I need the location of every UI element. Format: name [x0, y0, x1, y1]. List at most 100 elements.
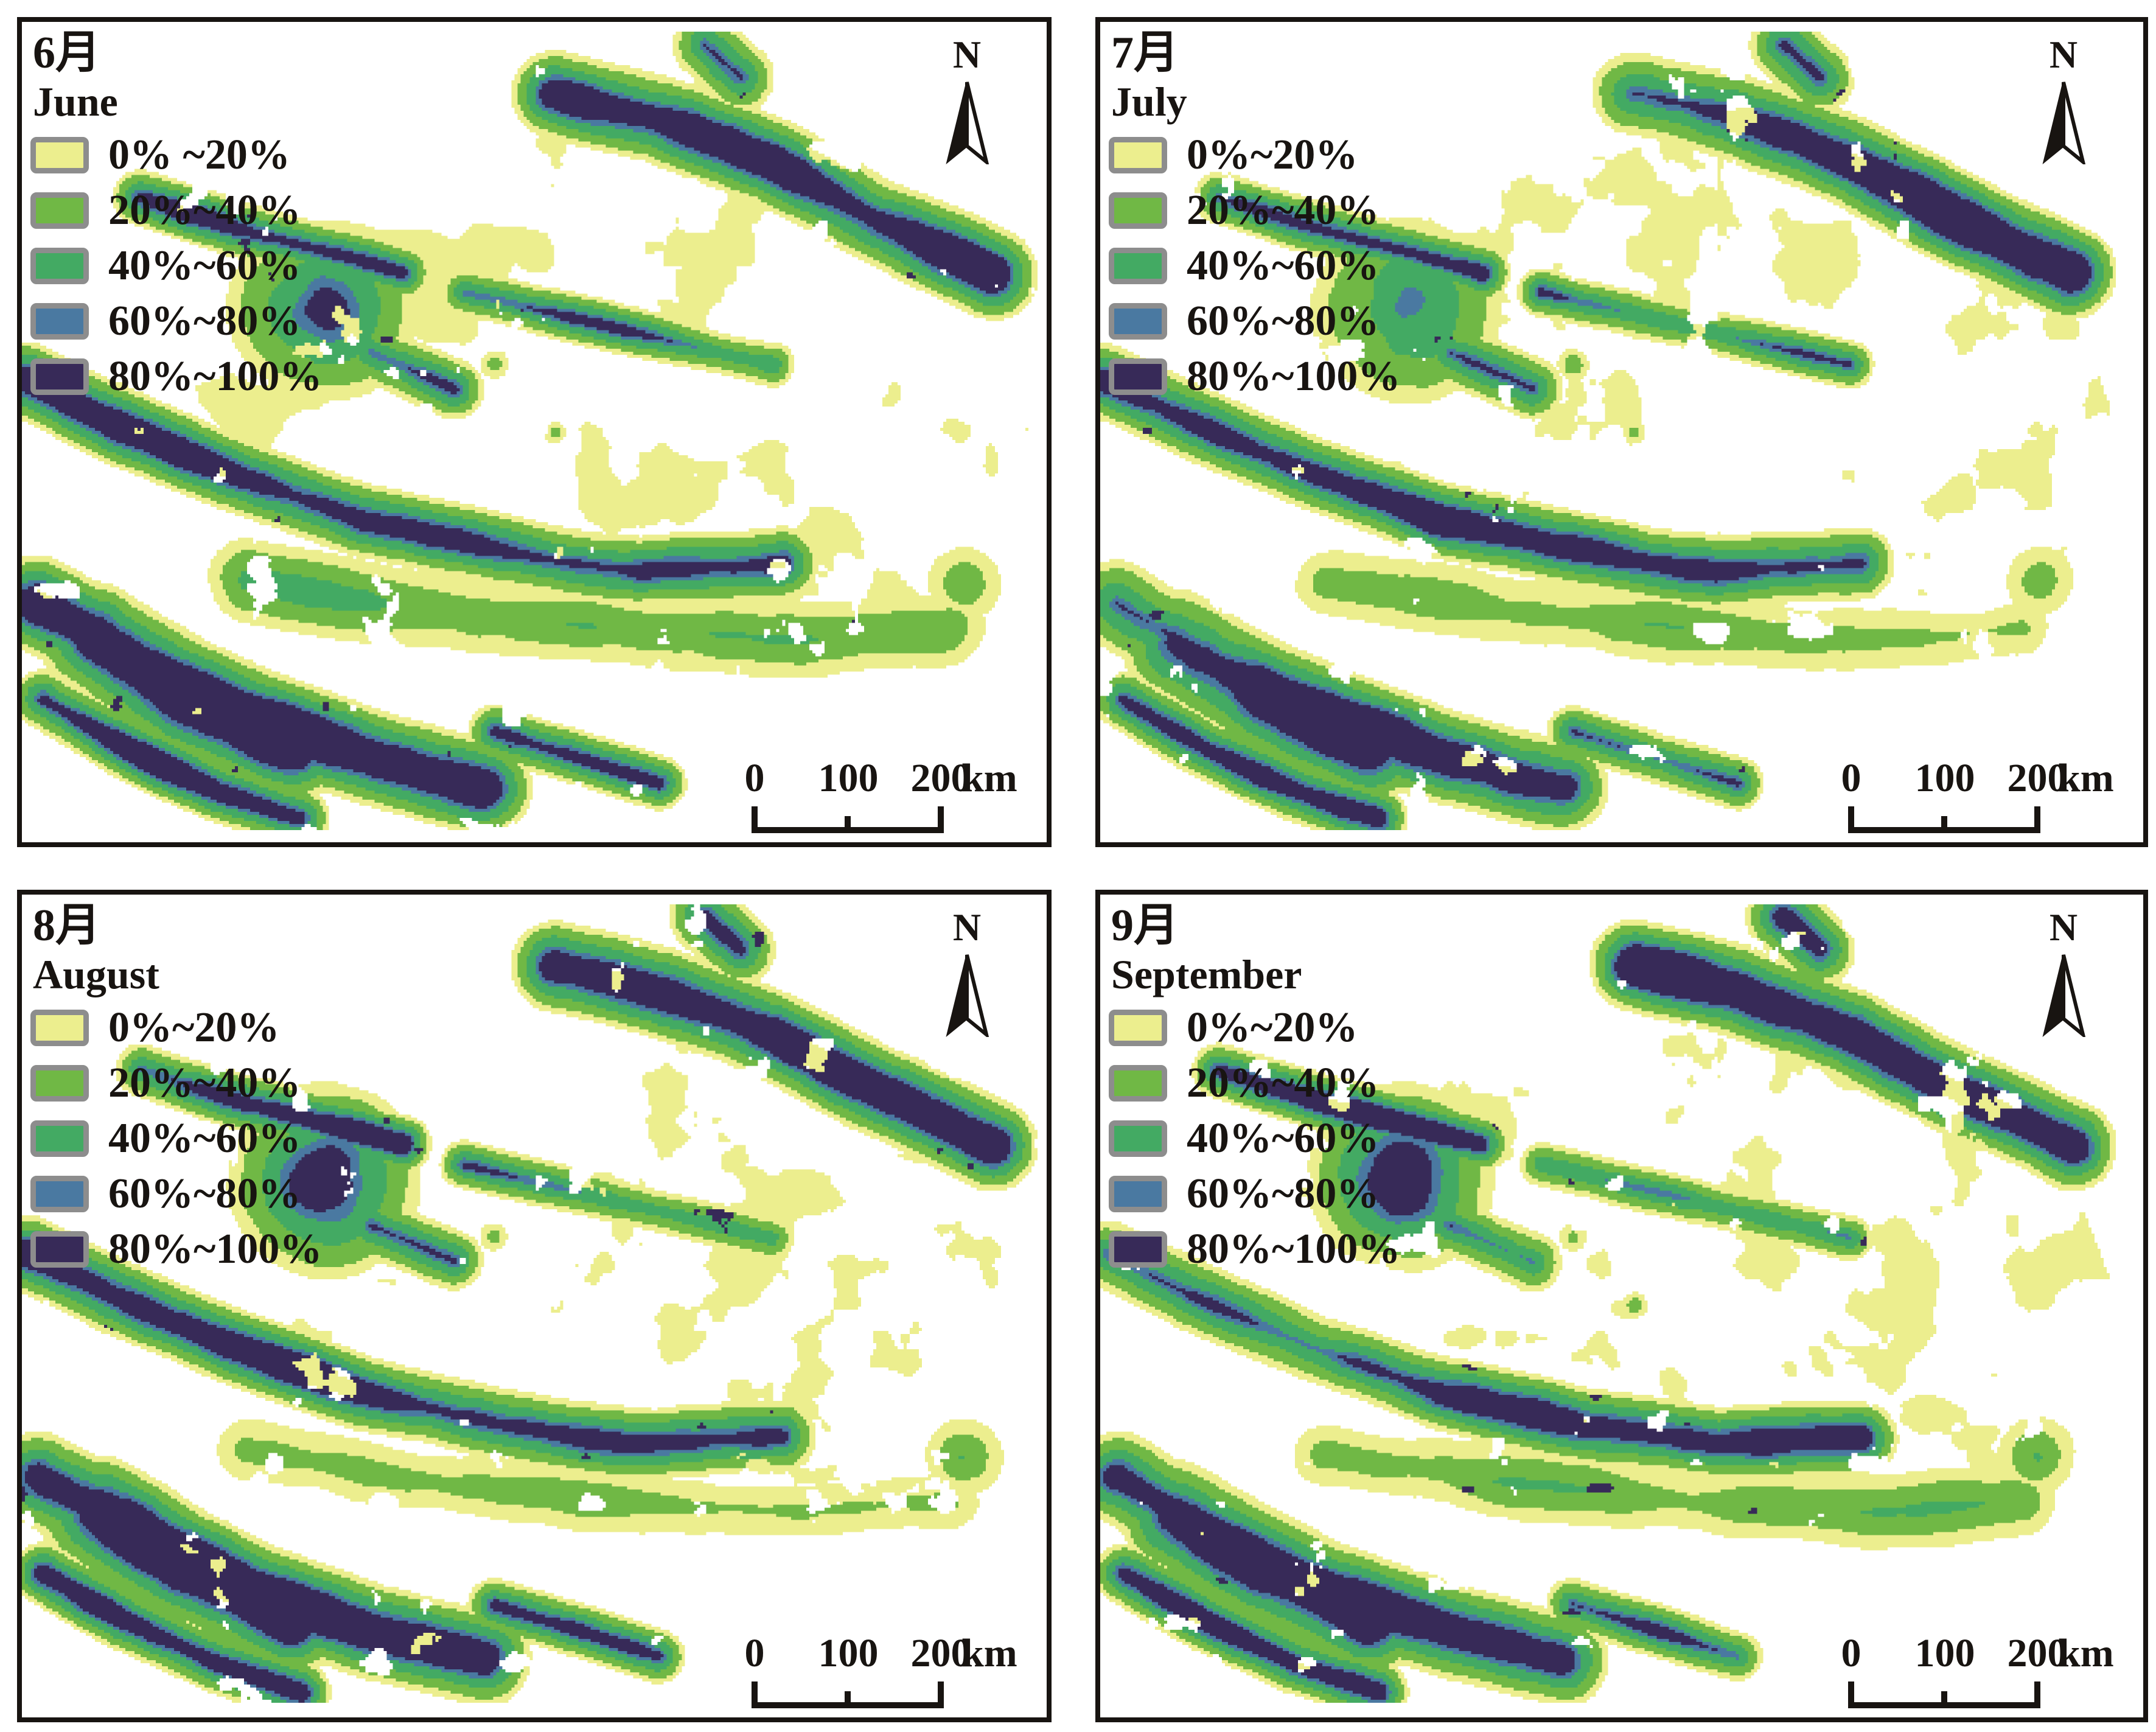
north-label: N	[2049, 906, 2078, 949]
scale-unit: km	[2058, 1631, 2114, 1675]
north-label: N	[2049, 33, 2078, 76]
legend: 0%~20% 20%~40% 40%~60% 60%~80% 80%~100%	[1109, 131, 1401, 413]
panel-title-zh: 7月	[1111, 28, 1179, 78]
scale-bar: 0 100 200 km	[744, 756, 1022, 834]
panel-title: 8月 August	[33, 901, 159, 997]
legend-swatch-class4	[1109, 303, 1167, 340]
scale-tick-200: 200	[2007, 756, 2068, 800]
legend-swatch-class4	[30, 1176, 89, 1212]
north-arrow-icon	[946, 82, 989, 164]
panel-title-en: August	[33, 951, 159, 997]
legend-swatch-class1	[1109, 137, 1167, 173]
legend-label: 20%~40%	[1187, 1060, 1380, 1106]
scale-unit: km	[961, 756, 1017, 800]
legend-swatch-class5	[1109, 358, 1167, 395]
legend-item: 40%~60%	[30, 1115, 322, 1162]
legend-item: 40%~60%	[1109, 1115, 1400, 1162]
north-indicator: N	[915, 908, 1019, 1037]
legend: 0% ~20% 20%~40% 40%~60% 60%~80% 80%~100%	[30, 131, 323, 413]
legend-label: 40%~60%	[108, 242, 301, 289]
legend-swatch-class2	[1109, 1065, 1167, 1102]
legend-item: 20%~40%	[30, 1060, 322, 1106]
panel-title-en: September	[1111, 951, 1302, 997]
panel-title-zh: 8月	[33, 901, 100, 951]
legend-swatch-class2	[30, 1065, 89, 1102]
north-arrow-icon	[2042, 954, 2086, 1037]
legend-label: 0% ~20%	[108, 131, 290, 178]
legend-item: 0% ~20%	[30, 131, 322, 178]
scale-tick-100: 100	[818, 756, 879, 800]
north-label: N	[952, 33, 982, 76]
scale-bar-bracket	[752, 1681, 944, 1708]
legend-swatch-class5	[30, 358, 89, 395]
scale-bar-bracket	[1848, 1681, 2040, 1708]
legend-swatch-class3	[1109, 1120, 1167, 1157]
legend-item: 20%~40%	[1109, 187, 1400, 234]
legend-label: 60%~80%	[1187, 298, 1380, 344]
scale-tick-200: 200	[910, 1631, 971, 1675]
scale-tick-0: 0	[744, 1631, 765, 1675]
coverage-map-september	[1100, 904, 2125, 1703]
panel-title: 7月 July	[1111, 28, 1187, 125]
legend-swatch-class5	[1109, 1231, 1167, 1268]
scale-bar: 0 100 200 km	[1841, 1631, 2119, 1709]
legend-label: 40%~60%	[1187, 1115, 1380, 1162]
scale-tick-0: 0	[1841, 1631, 1861, 1675]
legend-label: 40%~60%	[108, 1115, 301, 1162]
scale-tick-200: 200	[910, 756, 971, 800]
scale-bar: 0 100 200 km	[744, 1631, 1022, 1709]
legend-label: 80%~100%	[108, 1226, 323, 1273]
north-arrow-icon	[2042, 82, 2086, 164]
legend-label: 20%~40%	[1187, 187, 1380, 234]
legend-swatch-class3	[30, 248, 89, 284]
scale-bar-bracket	[1848, 806, 2040, 833]
legend-item: 20%~40%	[30, 189, 322, 232]
legend-item: 40%~60%	[1109, 245, 1400, 287]
legend-swatch-class5	[30, 1231, 89, 1268]
legend-label: 80%~100%	[1187, 1226, 1401, 1273]
map-panel-august: 8月 August 0%~20% 20%~40% 40%~60% 60%~80%…	[17, 890, 1052, 1722]
scale-tick-100: 100	[1914, 756, 1975, 800]
north-label: N	[952, 906, 982, 949]
legend-label: 80%~100%	[1187, 353, 1401, 400]
legend-label: 0%~20%	[1187, 1004, 1358, 1051]
legend-item: 0%~20%	[1109, 1004, 1400, 1051]
scale-tick-100: 100	[818, 1631, 879, 1675]
legend-swatch-class1	[1109, 1010, 1167, 1046]
legend: 0%~20% 20%~40% 40%~60% 60%~80% 80%~100%	[1109, 1004, 1401, 1286]
legend-label: 60%~80%	[108, 1170, 301, 1217]
north-arrow-icon	[946, 954, 989, 1037]
legend-item: 60%~80%	[1109, 298, 1400, 344]
legend: 0%~20% 20%~40% 40%~60% 60%~80% 80%~100%	[30, 1004, 323, 1286]
scale-bar-bracket	[752, 806, 944, 833]
legend-item: 40%~60%	[30, 242, 322, 289]
legend-item: 60%~80%	[30, 300, 322, 343]
legend-item: 20%~40%	[1109, 1060, 1400, 1106]
legend-label: 20%~40%	[108, 1060, 301, 1106]
north-indicator: N	[2012, 35, 2115, 164]
scale-tick-200: 200	[2007, 1631, 2068, 1675]
legend-item: 0%~20%	[30, 1004, 322, 1051]
legend-swatch-class2	[30, 192, 89, 229]
scale-tick-0: 0	[1841, 756, 1861, 800]
map-panel-june: 6月 June 0% ~20% 20%~40% 40%~60% 60%~80% …	[17, 17, 1052, 847]
legend-label: 0%~20%	[108, 1004, 280, 1051]
legend-label: 0%~20%	[1187, 131, 1358, 178]
coverage-map-june	[22, 32, 1047, 830]
legend-item: 80%~100%	[1109, 353, 1401, 400]
map-panel-september: 9月 September 0%~20% 20%~40% 40%~60% 60%~…	[1095, 890, 2148, 1722]
panel-title-en: June	[33, 78, 118, 125]
panel-title-zh: 6月	[33, 28, 100, 78]
legend-swatch-class1	[30, 1010, 89, 1046]
legend-label: 60%~80%	[1187, 1170, 1380, 1217]
scale-tick-100: 100	[1914, 1631, 1975, 1675]
legend-swatch-class3	[1109, 248, 1167, 284]
north-indicator: N	[915, 35, 1019, 164]
legend-label: 80%~100%	[108, 353, 323, 400]
scale-tick-0: 0	[744, 756, 765, 800]
coverage-map-july	[1100, 32, 2125, 830]
scale-unit: km	[2058, 756, 2114, 800]
legend-item: 60%~80%	[30, 1170, 322, 1217]
legend-item: 80%~100%	[1109, 1226, 1401, 1273]
